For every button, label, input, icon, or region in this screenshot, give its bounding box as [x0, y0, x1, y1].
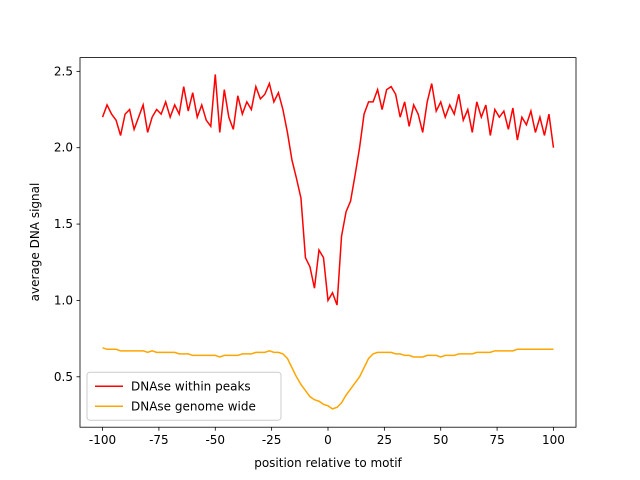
x-tick-label: 0 — [324, 433, 332, 447]
x-tick-label: -75 — [149, 433, 169, 447]
x-tick-label: -50 — [205, 433, 225, 447]
x-tick-label: 50 — [433, 433, 448, 447]
y-tick-label: 2.0 — [54, 141, 73, 155]
legend-label: DNAse within peaks — [131, 380, 251, 394]
y-tick-label: 2.5 — [54, 64, 73, 78]
plot-frame — [79, 57, 577, 428]
x-tick-label: 75 — [489, 433, 504, 447]
x-axis-label: position relative to motif — [254, 456, 402, 470]
x-tick-label: -25 — [262, 433, 282, 447]
legend-label: DNAse genome wide — [131, 400, 256, 414]
legend-box — [86, 371, 282, 421]
data-line — [102, 347, 554, 410]
x-tick-label: 100 — [542, 433, 565, 447]
data-line — [101, 74, 555, 306]
y-axis-label: average DNA signal — [28, 183, 42, 302]
x-tick-label: 25 — [377, 433, 392, 447]
y-tick-label: 1.0 — [54, 293, 73, 307]
y-tick-label: 1.5 — [54, 217, 73, 231]
y-tick-label: 0.5 — [54, 370, 73, 384]
x-tick-label: -100 — [89, 433, 116, 447]
